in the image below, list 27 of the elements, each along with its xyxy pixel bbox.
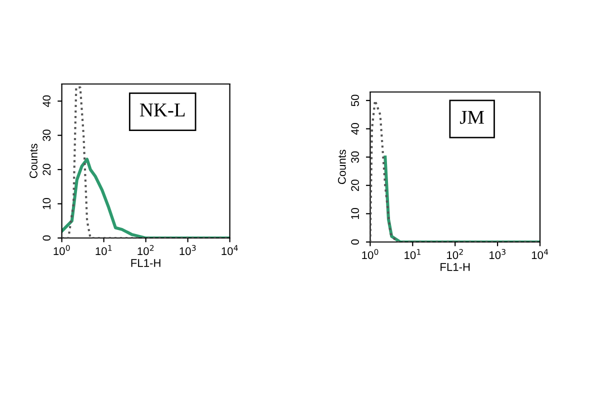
y-tick-label: 50 (351, 94, 359, 106)
x-tick-label: 10$^{4}$ (222, 245, 238, 256)
x-tick-label: 10$^{1}$ (96, 245, 112, 256)
x-tick-label: 10$^{3}$ (180, 244, 196, 256)
y-tick-label: 30 (42, 130, 51, 142)
x-tick-label: 10$^{3}$ (490, 248, 506, 260)
annotation: JM (460, 110, 484, 124)
annotation: NK-L (140, 104, 185, 116)
x-tick-label: 10$^{4}$ (532, 249, 548, 260)
y-axis-title: Counts (338, 150, 346, 184)
y-tick-label: 0 (42, 235, 51, 241)
x-tick-label: 10$^{2}$ (447, 248, 463, 260)
y-tick-label: 10 (42, 198, 51, 210)
y-tick-label: 0 (351, 239, 359, 245)
y-tick-label: 30 (351, 151, 359, 163)
x-axis-title: FL1-H (131, 259, 160, 267)
y-tick-label: 10 (351, 208, 359, 220)
y-tick-label: 40 (42, 95, 51, 108)
y-tick-label: 20 (351, 180, 359, 192)
x-tick-label: 10$^{2}$ (138, 244, 154, 256)
y-tick-label: 40 (351, 123, 359, 135)
y-axis-title: Counts (30, 144, 38, 178)
y-tick-label: 20 (42, 164, 51, 176)
x-tick-label: 10$^{1}$ (404, 249, 420, 260)
x-tick-label: 10$^{0}$ (362, 248, 378, 260)
x-tick-label: 10$^{0}$ (54, 244, 70, 256)
x-axis-title: FL1-H (440, 263, 470, 271)
